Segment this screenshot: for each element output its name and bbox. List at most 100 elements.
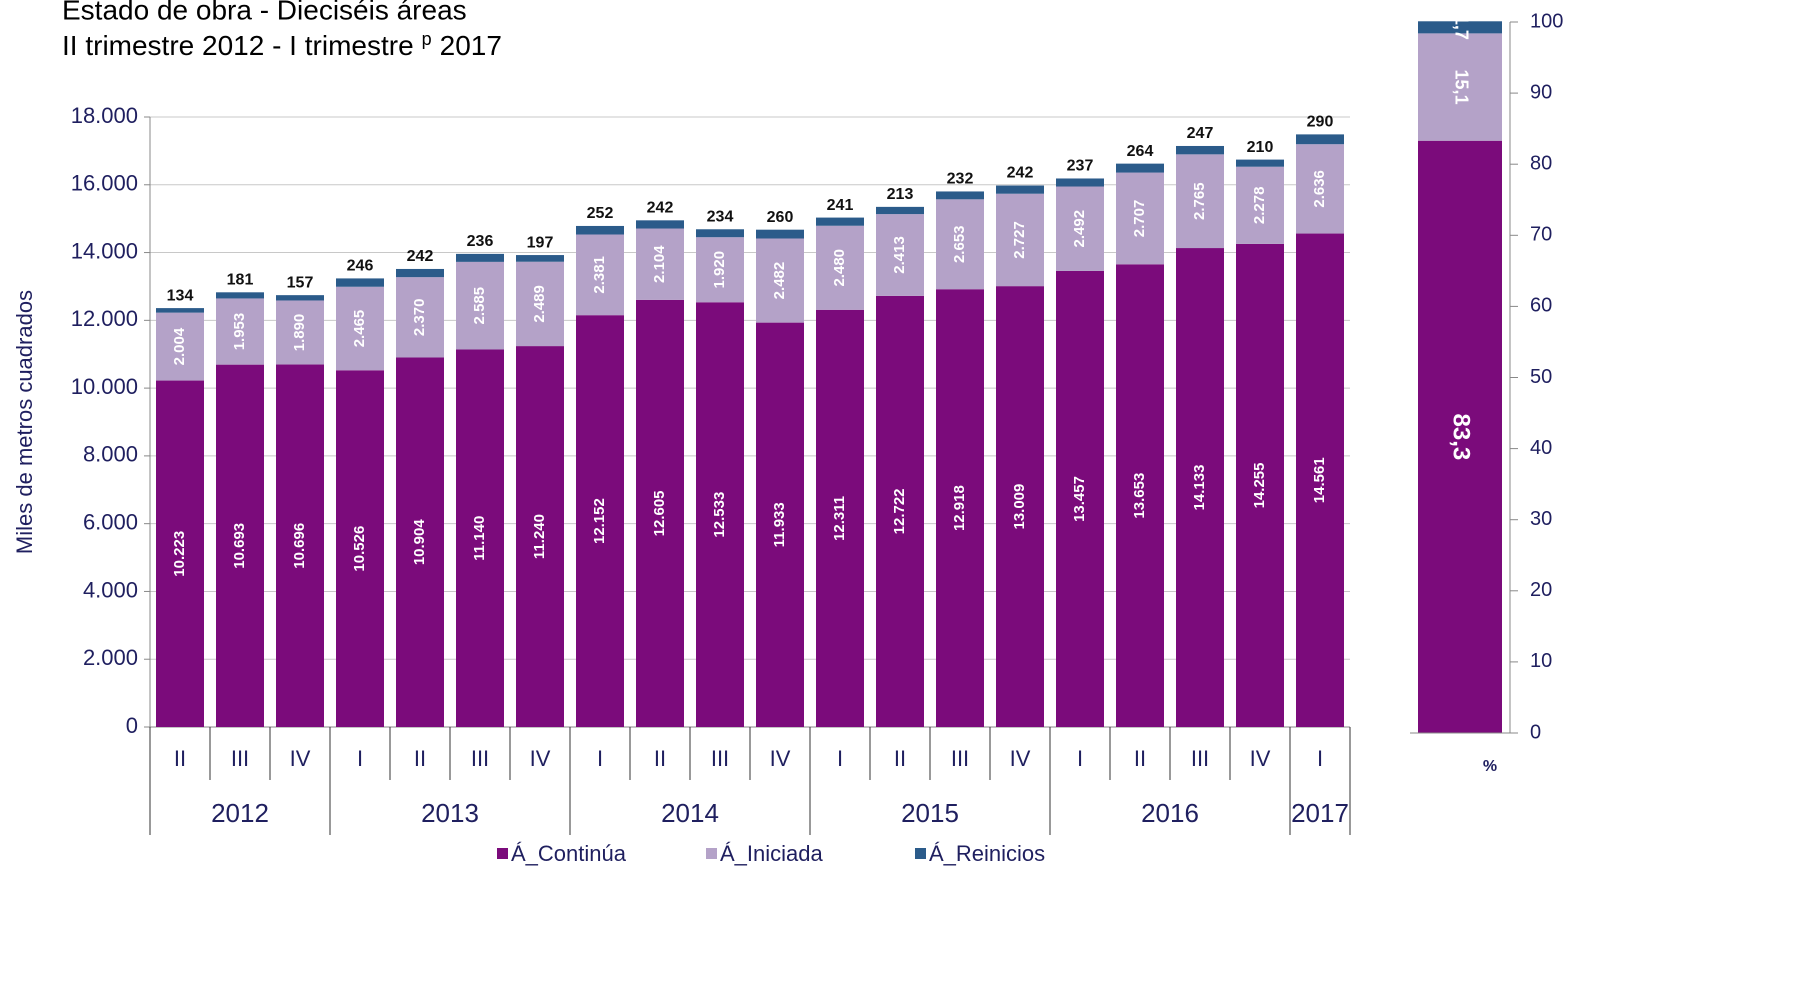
value-label: 2.413	[891, 236, 908, 274]
bar-segment	[996, 185, 1044, 194]
y-tick-label: 6.000	[83, 509, 138, 534]
value-label: 234	[707, 208, 734, 225]
value-label: 181	[227, 272, 254, 289]
y-tick-label: 80	[1530, 152, 1552, 174]
bar-segment	[396, 277, 444, 358]
value-label: 1.953	[231, 313, 248, 351]
bar-segment	[1296, 144, 1344, 234]
bar-segment	[516, 346, 564, 727]
y-tick-label: 10.000	[71, 374, 138, 399]
bar-segment	[576, 234, 624, 316]
value-label: 2.727	[1011, 221, 1028, 259]
value-label: 12.533	[711, 492, 728, 538]
bar-segment	[216, 298, 264, 365]
value-label: 14.133	[1191, 465, 1208, 511]
x-tick-label: II	[654, 746, 666, 771]
bar-segment	[456, 261, 504, 350]
value-label: 12.722	[891, 488, 908, 534]
bar-segment	[696, 229, 744, 238]
legend-label: Á_Continúa	[511, 841, 627, 866]
bar-segment	[816, 225, 864, 310]
value-label: 2.765	[1191, 182, 1208, 220]
bar-segment	[1056, 186, 1104, 271]
bar-segment	[636, 299, 684, 727]
value-label: 2.489	[531, 285, 548, 323]
chart-subtitle: II trimestre 2012 - I trimestre p 2017	[62, 29, 502, 62]
y-tick-label: 4.000	[83, 577, 138, 602]
y-tick-label: 60	[1530, 295, 1552, 317]
value-label: 2.480	[831, 249, 848, 287]
bar-segment	[1418, 140, 1502, 733]
bar-segment	[456, 253, 504, 262]
value-label: 15,1	[1451, 70, 1471, 105]
x-axis-label: %	[1483, 758, 1497, 775]
bar-segment	[396, 357, 444, 727]
bar-segment	[876, 214, 924, 296]
bar-segment	[1176, 145, 1224, 155]
subtitle-part: 2017	[440, 30, 502, 61]
value-label: 1,7	[1451, 15, 1471, 40]
y-tick-label: 90	[1530, 81, 1552, 103]
value-label: 11.140	[471, 516, 488, 561]
y-tick-label: 100	[1530, 10, 1563, 32]
value-label: 13.653	[1131, 473, 1148, 519]
bar-segment	[756, 229, 804, 239]
x-tick-label: III	[231, 746, 249, 771]
bar-segment	[936, 289, 984, 727]
bar-segment	[1056, 270, 1104, 727]
value-label: 11.240	[531, 514, 548, 559]
x-tick-label: III	[471, 746, 489, 771]
bar-segment	[156, 312, 204, 381]
bar-segment	[876, 295, 924, 727]
value-label: 2.278	[1251, 187, 1268, 225]
value-label: 2.585	[471, 287, 488, 325]
group-label: 2017	[1291, 798, 1349, 828]
bar-segment	[1296, 233, 1344, 727]
y-tick-label: 0	[126, 713, 138, 738]
bar-segment	[516, 255, 564, 262]
bar-segment	[1176, 154, 1224, 249]
value-label: 2.004	[171, 327, 188, 365]
value-label: 1.920	[711, 251, 728, 289]
value-label: 14.561	[1311, 457, 1328, 503]
legend-swatch	[706, 848, 717, 859]
bar-segment	[636, 228, 684, 300]
subtitle-part: II trimestre 2012 - I trimestre	[62, 30, 414, 61]
bar-segment	[1418, 21, 1502, 34]
x-tick-label: II	[894, 746, 906, 771]
value-label: 242	[407, 248, 434, 265]
value-label: 242	[1007, 165, 1034, 182]
bar-segment	[696, 237, 744, 303]
group-label: 2012	[211, 798, 269, 828]
value-label: 242	[647, 200, 674, 217]
value-label: 12.918	[951, 485, 968, 531]
bar-segment	[1116, 264, 1164, 727]
value-label: 2.370	[411, 299, 428, 337]
y-tick-label: 14.000	[71, 238, 138, 263]
x-tick-label: II	[1134, 746, 1146, 771]
x-tick-label: I	[1317, 746, 1323, 771]
y-tick-label: 2.000	[83, 645, 138, 670]
y-tick-label: 20	[1530, 579, 1552, 601]
value-label: 236	[467, 233, 494, 250]
value-label: 2.482	[771, 262, 788, 300]
value-label: 134	[167, 287, 194, 304]
value-label: 213	[887, 186, 914, 203]
y-tick-label: 18.000	[71, 103, 138, 128]
group-label: 2015	[901, 798, 959, 828]
legend-label: Á_Reinicios	[929, 841, 1045, 866]
bar-segment	[216, 364, 264, 727]
legend-label: Á_Iniciada	[720, 841, 824, 866]
bar-segment	[936, 191, 984, 200]
x-tick-label: IV	[1250, 746, 1271, 771]
x-tick-label: III	[1191, 746, 1209, 771]
value-label: 237	[1067, 158, 1094, 175]
bar-segment	[996, 286, 1044, 727]
bar-segment	[1056, 178, 1104, 187]
x-tick-label: III	[951, 746, 969, 771]
y-tick-label: 16.000	[71, 171, 138, 196]
x-tick-label: IV	[1010, 746, 1031, 771]
x-tick-label: IV	[770, 746, 791, 771]
bar-segment	[1236, 159, 1284, 167]
bar-segment	[336, 278, 384, 287]
